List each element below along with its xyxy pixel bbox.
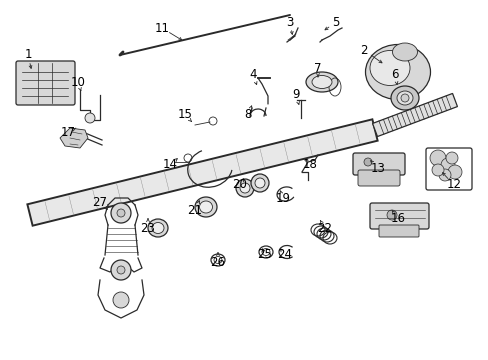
Ellipse shape [195,197,217,217]
Circle shape [438,169,450,181]
Ellipse shape [311,76,331,89]
Text: 15: 15 [177,108,192,122]
Ellipse shape [390,86,418,110]
Circle shape [111,260,131,280]
Circle shape [386,210,396,220]
Text: 23: 23 [140,221,155,234]
Text: 11: 11 [154,22,169,35]
Ellipse shape [199,201,212,213]
Text: 8: 8 [244,108,251,122]
Text: 20: 20 [232,179,247,192]
Circle shape [85,113,95,123]
Circle shape [111,203,131,223]
Text: 7: 7 [314,62,321,75]
FancyBboxPatch shape [369,203,428,229]
Circle shape [117,266,125,274]
Text: 5: 5 [332,15,339,28]
Text: 25: 25 [257,248,272,261]
Circle shape [431,164,443,176]
Text: 14: 14 [162,158,177,171]
Text: 9: 9 [292,89,299,102]
Text: 12: 12 [446,179,461,192]
Ellipse shape [365,45,429,99]
Ellipse shape [369,50,409,85]
Ellipse shape [396,91,412,105]
Circle shape [117,209,125,217]
Circle shape [429,150,445,166]
Circle shape [113,292,129,308]
Circle shape [440,158,454,172]
Text: 18: 18 [302,158,317,171]
Text: 16: 16 [390,211,405,225]
Text: 2: 2 [360,44,367,57]
Text: 10: 10 [70,76,85,89]
FancyBboxPatch shape [16,61,75,105]
Text: 13: 13 [370,162,385,175]
Text: 4: 4 [249,68,256,81]
Text: 1: 1 [24,49,32,62]
Text: 27: 27 [92,195,107,208]
Ellipse shape [400,94,408,102]
Circle shape [447,165,461,179]
Ellipse shape [254,178,264,188]
Polygon shape [27,119,377,226]
Circle shape [363,158,371,166]
Ellipse shape [250,174,268,192]
Ellipse shape [392,43,417,61]
Ellipse shape [305,72,337,92]
Circle shape [445,152,457,164]
Text: 26: 26 [210,256,225,269]
FancyBboxPatch shape [378,225,418,237]
Text: 19: 19 [275,192,290,204]
Text: 3: 3 [286,15,293,28]
Text: 17: 17 [61,126,75,139]
Ellipse shape [148,219,168,237]
FancyBboxPatch shape [357,170,399,186]
Ellipse shape [240,183,249,193]
Polygon shape [372,94,456,136]
Text: 22: 22 [317,221,332,234]
Ellipse shape [236,179,253,197]
Text: 21: 21 [187,203,202,216]
Text: 6: 6 [390,68,398,81]
FancyBboxPatch shape [352,153,404,175]
Ellipse shape [152,222,163,234]
Text: 24: 24 [277,248,292,261]
Polygon shape [60,128,88,148]
